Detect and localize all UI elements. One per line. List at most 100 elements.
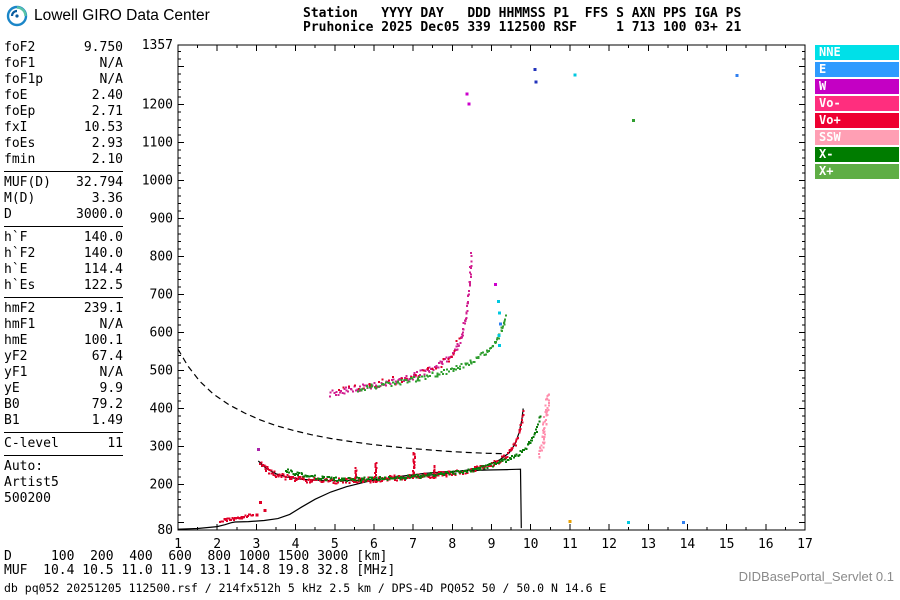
svg-text:300: 300 bbox=[150, 439, 173, 454]
param-value: 140.0 bbox=[83, 246, 123, 261]
legend: NNE E W Vo- Vo+ SSW X- X+ bbox=[815, 45, 899, 181]
param-row: foF1 N/A bbox=[4, 56, 123, 72]
record-info-footer: db pq052 20251205 112500.rsf / 214fx512h… bbox=[4, 581, 607, 595]
param-value: 114.4 bbox=[83, 262, 123, 277]
station-header-values: Pruhonice 2025 Dec05 339 112500 RSF 1 71… bbox=[303, 20, 742, 35]
legend-item-x: X- bbox=[815, 147, 899, 162]
svg-text:800: 800 bbox=[150, 250, 173, 265]
param-row: hmE 100.1 bbox=[4, 333, 123, 349]
param-label: h`Es bbox=[4, 278, 36, 293]
auto-info-line: Auto: bbox=[4, 459, 44, 474]
svg-text:1200: 1200 bbox=[142, 98, 173, 113]
svg-text:900: 900 bbox=[150, 212, 173, 227]
param-row: foE 2.40 bbox=[4, 88, 123, 104]
svg-text:4: 4 bbox=[292, 537, 300, 552]
panel-divider bbox=[4, 297, 123, 298]
svg-text:12: 12 bbox=[601, 537, 617, 552]
svg-text:10: 10 bbox=[523, 537, 539, 552]
param-row: hmF1 N/A bbox=[4, 317, 123, 333]
page-title: Lowell GIRO Data Center bbox=[34, 7, 210, 24]
muf-table-muf-row: MUF 10.4 10.5 11.0 11.9 13.1 14.8 19.8 3… bbox=[4, 563, 396, 578]
legend-item-e: E bbox=[815, 62, 899, 77]
param-value: 2.40 bbox=[91, 88, 123, 103]
param-value: 10.53 bbox=[83, 120, 123, 135]
param-row: h`F2 140.0 bbox=[4, 246, 123, 262]
param-value: 2.71 bbox=[91, 104, 123, 119]
svg-text:1357: 1357 bbox=[142, 38, 173, 53]
param-row: B0 79.2 bbox=[4, 397, 123, 413]
legend-item-nne: NNE bbox=[815, 45, 899, 60]
svg-text:700: 700 bbox=[150, 288, 173, 303]
param-value: 79.2 bbox=[91, 397, 123, 412]
param-row: C-level 11 bbox=[4, 436, 123, 452]
svg-text:17: 17 bbox=[797, 537, 813, 552]
param-row: foEp 2.71 bbox=[4, 104, 123, 120]
svg-text:8: 8 bbox=[448, 537, 456, 552]
svg-text:2: 2 bbox=[213, 537, 221, 552]
param-label: fmin bbox=[4, 152, 36, 167]
legend-item-w: W bbox=[815, 79, 899, 94]
param-label: B1 bbox=[4, 413, 20, 428]
param-label: hmF2 bbox=[4, 301, 36, 316]
station-header-labels: Station YYYY DAY DDD HHMMSS P1 FFS S AXN… bbox=[303, 6, 742, 21]
svg-text:5: 5 bbox=[331, 537, 339, 552]
param-label: MUF(D) bbox=[4, 175, 51, 190]
svg-text:6: 6 bbox=[370, 537, 378, 552]
param-label: hmE bbox=[4, 333, 28, 348]
param-label: yF1 bbox=[4, 365, 28, 380]
param-row: foF2 9.750 bbox=[4, 40, 123, 56]
param-row: D 3000.0 bbox=[4, 207, 123, 223]
param-label: h`F2 bbox=[4, 246, 36, 261]
param-value: 3000.0 bbox=[76, 207, 123, 222]
giro-logo-icon bbox=[6, 5, 28, 27]
param-label: yE bbox=[4, 381, 20, 396]
param-row: yF2 67.4 bbox=[4, 349, 123, 365]
param-label: foEs bbox=[4, 136, 36, 151]
legend-item-vo: Vo- bbox=[815, 96, 899, 111]
param-label: yF2 bbox=[4, 349, 28, 364]
param-label: foF2 bbox=[4, 40, 36, 55]
param-value: 11 bbox=[107, 436, 123, 451]
legend-item-x: X+ bbox=[815, 164, 899, 179]
param-row: yF1 N/A bbox=[4, 365, 123, 381]
svg-text:80: 80 bbox=[157, 523, 173, 538]
param-value: 67.4 bbox=[91, 349, 123, 364]
svg-text:1: 1 bbox=[174, 537, 182, 552]
param-value: N/A bbox=[99, 72, 123, 87]
param-value: N/A bbox=[99, 56, 123, 71]
svg-text:400: 400 bbox=[150, 402, 173, 417]
param-row: M(D) 3.36 bbox=[4, 191, 123, 207]
param-label: h`F bbox=[4, 230, 28, 245]
param-label: D bbox=[4, 207, 12, 222]
param-row: yE 9.9 bbox=[4, 381, 123, 397]
legend-item-ssw: SSW bbox=[815, 130, 899, 145]
param-label: M(D) bbox=[4, 191, 36, 206]
param-row: h`F 140.0 bbox=[4, 230, 123, 246]
servlet-version-label: DIDBasePortal_Servlet 0.1 bbox=[738, 569, 894, 584]
param-value: 140.0 bbox=[83, 230, 123, 245]
param-row: MUF(D) 32.794 bbox=[4, 175, 123, 191]
svg-text:11: 11 bbox=[562, 537, 578, 552]
svg-text:3: 3 bbox=[252, 537, 260, 552]
svg-text:7: 7 bbox=[409, 537, 417, 552]
legend-item-vo: Vo+ bbox=[815, 113, 899, 128]
param-row: foEs 2.93 bbox=[4, 136, 123, 152]
param-value: 32.794 bbox=[76, 175, 123, 190]
param-value: 1.49 bbox=[91, 413, 123, 428]
param-value: 9.750 bbox=[83, 40, 123, 55]
param-label: foEp bbox=[4, 104, 36, 119]
svg-text:1100: 1100 bbox=[142, 136, 173, 151]
param-value: 9.9 bbox=[99, 381, 123, 396]
svg-text:1000: 1000 bbox=[142, 174, 173, 189]
muf-table: D 100 200 400 600 800 1000 1500 3000 [km… bbox=[4, 550, 395, 578]
svg-text:200: 200 bbox=[150, 477, 173, 492]
param-label: fxI bbox=[4, 120, 28, 135]
svg-text:16: 16 bbox=[758, 537, 774, 552]
muf-table-distance-row: D 100 200 400 600 800 1000 1500 3000 [km… bbox=[4, 549, 388, 564]
panel-divider bbox=[4, 432, 123, 433]
param-value: 239.1 bbox=[83, 301, 123, 316]
param-row: B1 1.49 bbox=[4, 413, 123, 429]
panel-divider bbox=[4, 171, 123, 172]
